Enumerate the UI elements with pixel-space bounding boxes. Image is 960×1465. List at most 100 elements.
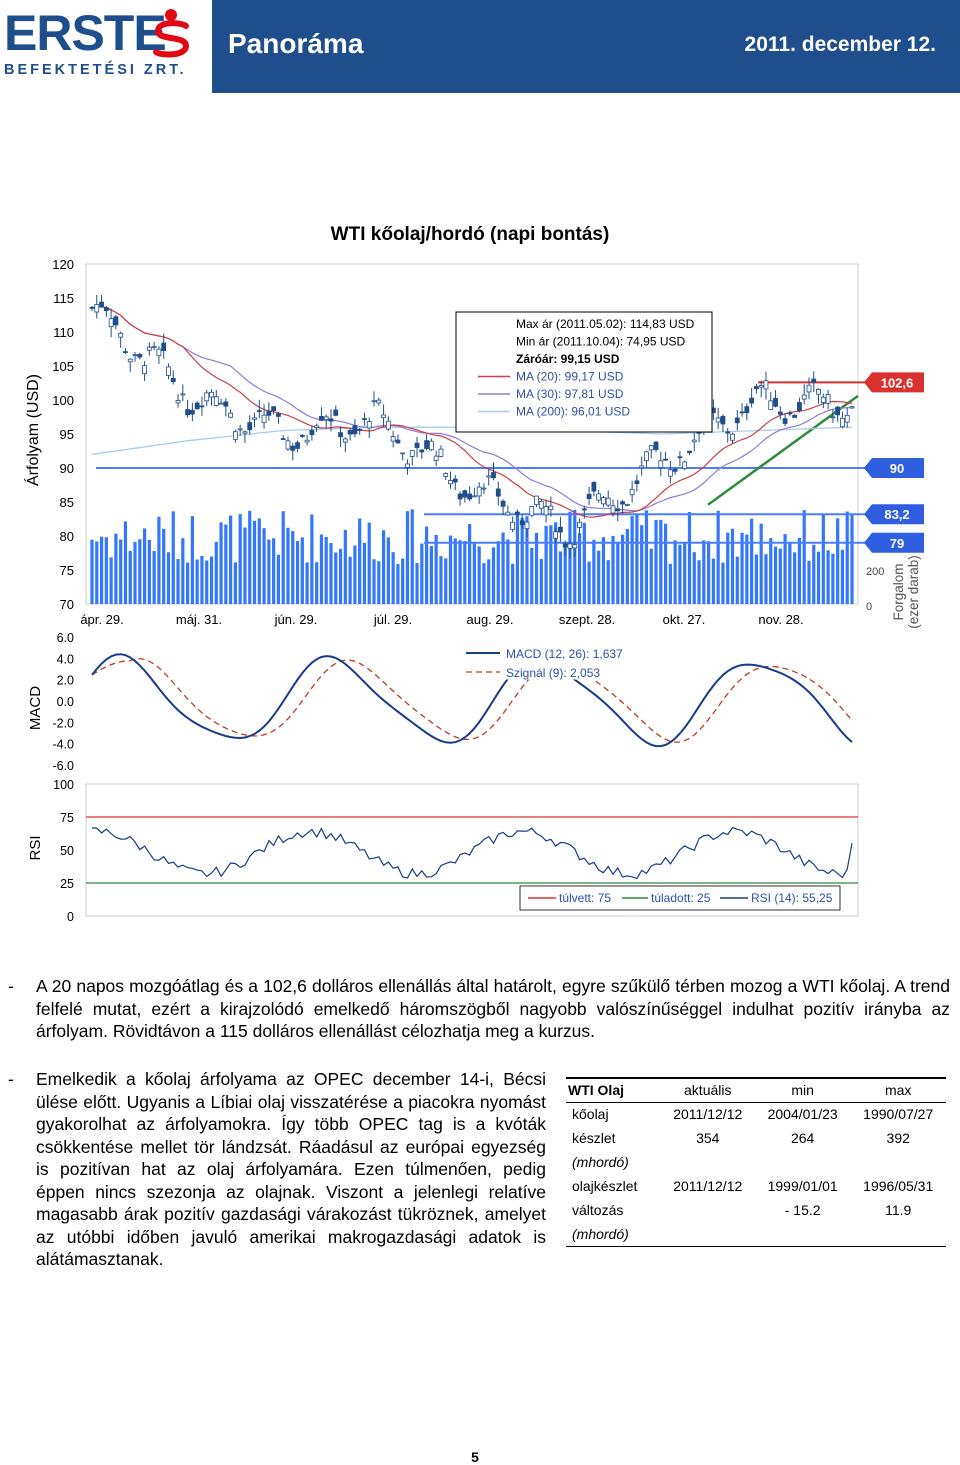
rsi-legend-entry: túlvett: 75 <box>559 891 611 905</box>
volume-bar <box>807 560 811 604</box>
volume-bar <box>826 550 830 604</box>
table-cell <box>660 1222 755 1247</box>
volume-bar <box>434 534 438 604</box>
price-legend-entry: MA (30): 97,81 USD <box>516 387 624 401</box>
candle-body <box>328 418 334 422</box>
candle-body <box>118 332 124 338</box>
candle-body <box>677 456 683 459</box>
candle-body <box>634 480 640 484</box>
volume-bar <box>812 544 816 604</box>
rsi-tick-label: 75 <box>60 811 74 825</box>
candle-body <box>596 493 602 501</box>
volume-bar <box>291 531 295 604</box>
volume-bar <box>520 517 524 604</box>
candle-body <box>309 430 315 436</box>
volume-bar <box>487 559 491 604</box>
candle-body <box>271 406 277 412</box>
volume-bar <box>162 528 166 604</box>
candle-body <box>304 439 310 443</box>
candle-body <box>366 421 372 429</box>
candle-body <box>237 428 243 431</box>
volume-bar <box>511 563 515 604</box>
volume-bar <box>477 546 481 604</box>
volume-bar <box>563 545 567 604</box>
volume-bar <box>587 561 591 604</box>
candle-body <box>558 526 563 533</box>
candle-body <box>280 438 286 440</box>
candle-body <box>299 434 305 437</box>
volume-bar <box>463 540 467 604</box>
volume-bar <box>262 528 266 604</box>
candle-body <box>462 490 468 498</box>
candle-body <box>806 384 812 393</box>
rsi-panel-frame <box>85 783 859 917</box>
volume-bar <box>630 516 634 604</box>
candle-body <box>816 388 821 395</box>
volume-bar <box>171 511 175 604</box>
table-cell <box>661 1198 755 1222</box>
volume-bar <box>539 558 543 604</box>
candle-body <box>720 415 726 425</box>
volume-bar <box>707 541 711 604</box>
volume-bar <box>687 512 692 604</box>
volume-axis-label: (ezer darab) <box>906 555 921 629</box>
table-cell: változás <box>572 1202 624 1218</box>
candle-body <box>357 428 363 431</box>
table-cell: 392 <box>886 1130 910 1146</box>
candle-body <box>519 520 525 526</box>
volume-bar <box>783 534 787 604</box>
price-tick-label: 75 <box>60 563 74 578</box>
volume-bar <box>601 537 606 604</box>
publication-title: Panoráma <box>228 28 364 59</box>
volume-bar <box>300 537 304 604</box>
chart-title: WTI kőolaj/hordó (napi bontás) <box>330 224 610 245</box>
volume-bar <box>673 540 677 604</box>
price-tick-label: 70 <box>60 597 74 612</box>
volume-bar <box>597 550 601 604</box>
price-tick-label: 90 <box>60 461 74 476</box>
volume-tick-label: 0 <box>866 601 872 613</box>
volume-bar <box>534 532 539 604</box>
volume-bar <box>577 533 582 604</box>
candle-body <box>524 521 530 529</box>
candle-body <box>314 425 320 429</box>
volume-bar <box>114 533 118 604</box>
signal-line <box>91 657 853 743</box>
candle-body <box>663 458 668 461</box>
table-cell: 2011/12/12 <box>673 1178 743 1194</box>
table-row: (mhordó) <box>566 1222 946 1247</box>
table-cell: 1999/01/01 <box>767 1178 838 1194</box>
candle-body <box>615 508 621 512</box>
volume-bar <box>281 511 285 604</box>
volume-bar <box>850 513 854 604</box>
volume-bar <box>367 522 371 604</box>
volume-bar <box>635 514 639 604</box>
volume-bar <box>453 538 457 604</box>
volume-bar <box>592 539 596 604</box>
candle-body <box>787 412 793 415</box>
volume-bar <box>683 542 687 604</box>
volume-bar <box>802 510 806 604</box>
candle-body <box>161 342 167 351</box>
volume-bar <box>405 511 410 604</box>
table-cell: kőolaj <box>572 1106 609 1123</box>
volume-bar <box>458 540 462 604</box>
candle-body <box>840 418 845 428</box>
candle-body <box>773 397 778 407</box>
volume-bar <box>640 525 644 604</box>
volume-bar <box>659 519 663 604</box>
volume-bar <box>229 515 233 604</box>
price-legend-entry: MA (20): 99,17 USD <box>516 370 624 384</box>
candle-body <box>414 442 420 448</box>
volume-bar <box>482 563 486 604</box>
table-cell: 1996/05/31 <box>863 1178 934 1194</box>
volume-bar <box>276 554 281 604</box>
candle-body <box>424 440 429 449</box>
candle-body <box>797 402 802 412</box>
volume-bar <box>793 552 797 604</box>
table-header: WTI Olaj <box>566 1077 661 1103</box>
candle-body <box>352 425 358 435</box>
volume-bar <box>472 542 476 604</box>
volume-bar <box>200 555 204 604</box>
volume-bar <box>386 537 390 604</box>
